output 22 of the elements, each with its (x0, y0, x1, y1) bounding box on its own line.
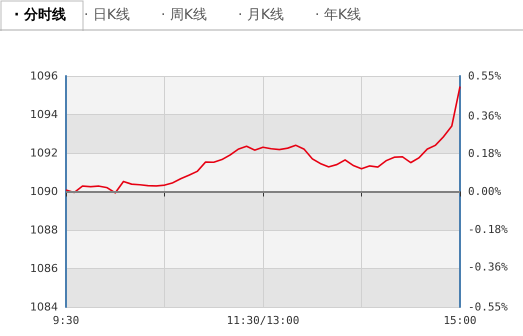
x-tick-label: 11:30/13:00 (226, 314, 300, 327)
text: · 月K线 (238, 7, 284, 23)
y2-tick-label: 0.55% (468, 70, 502, 82)
y2-tick-label: -0.18% (468, 222, 508, 236)
y-tick-label: 1092 (30, 146, 58, 160)
y2-tick-label: 0.00% (468, 185, 502, 198)
y-tick-label: 1090 (30, 185, 58, 198)
y-tick-label: 1088 (30, 224, 58, 236)
y-tick-label: 1094 (30, 108, 58, 121)
text: · 周K线 (161, 7, 208, 23)
y2-tick-label: -0.55% (468, 300, 508, 314)
y-tick-label: 1096 (30, 70, 58, 82)
y2-tick-label: 0.18% (468, 147, 502, 160)
x-tick-label: 15:00 (443, 314, 477, 327)
x-tick-label: 9:30 (52, 314, 80, 327)
y-tick-label: 1084 (30, 300, 58, 314)
text: · 分时线 (14, 7, 66, 23)
y2-tick-label: -0.36% (468, 260, 508, 274)
y-tick-label: 1086 (30, 262, 58, 275)
text: · 年K线 (315, 7, 362, 23)
y2-tick-label: 0.36% (468, 109, 502, 122)
text: · 日K线 (84, 7, 130, 23)
